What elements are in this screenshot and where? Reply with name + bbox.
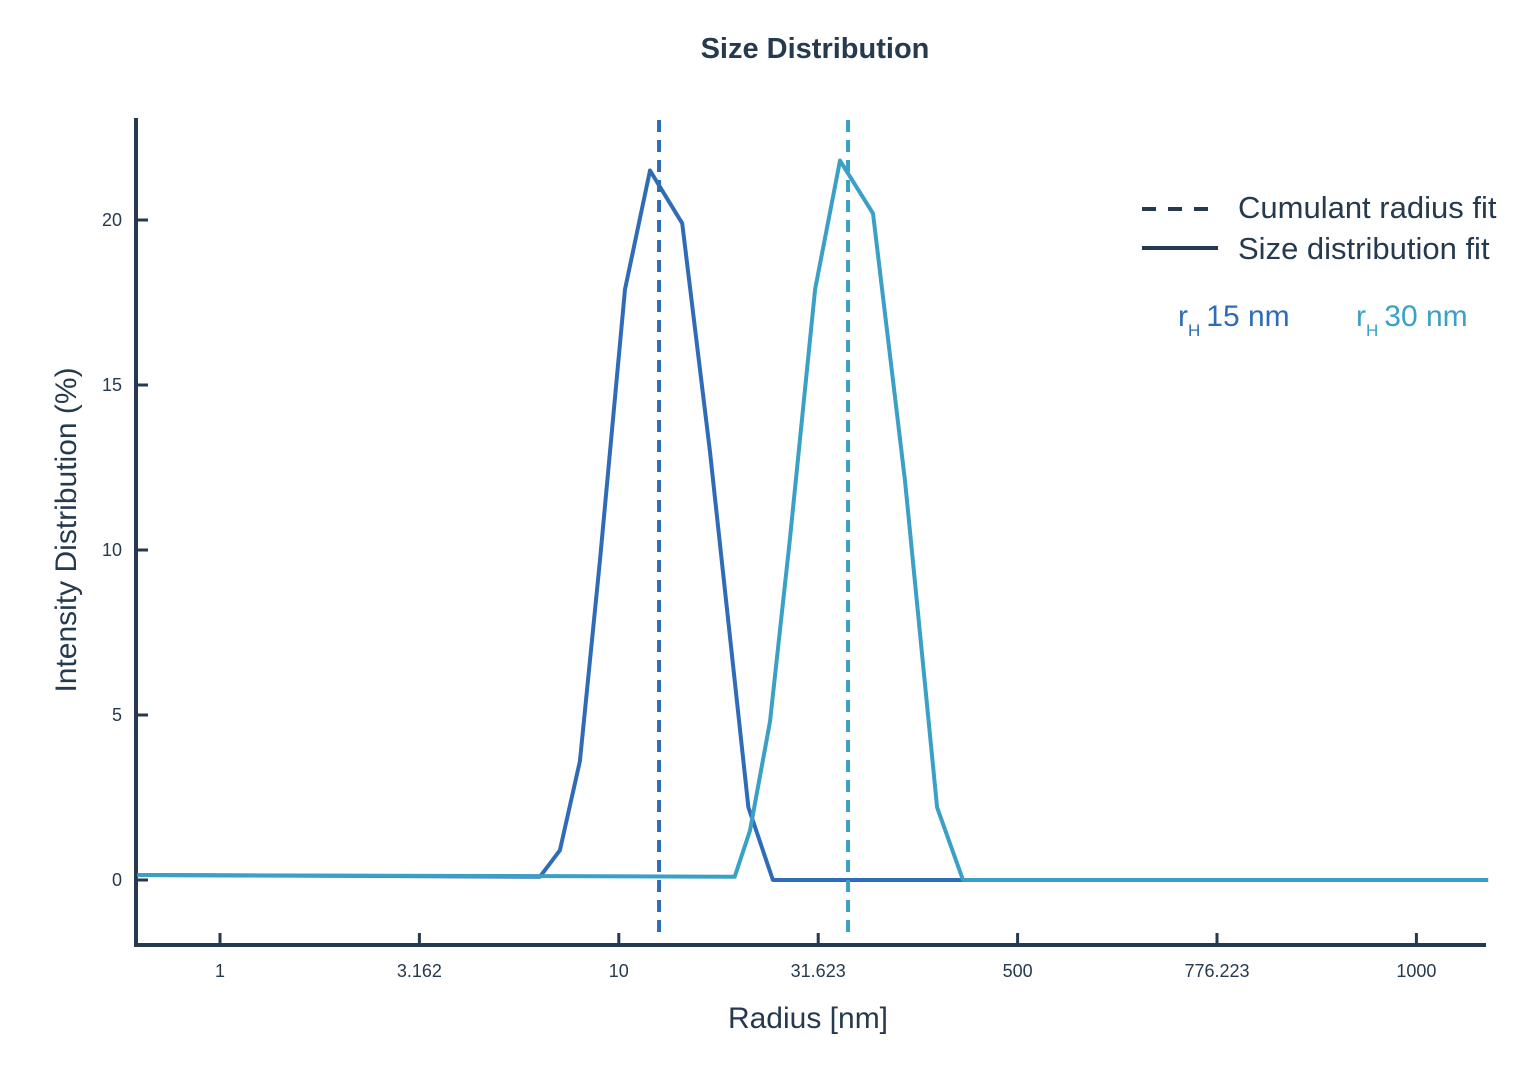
rh-prefix: r xyxy=(1178,300,1188,333)
series-label-30nm: rH 30 nm xyxy=(1356,300,1468,340)
x-tick-label: 10 xyxy=(609,961,629,981)
chart-title: Size Distribution xyxy=(701,33,930,65)
series-label-15nm: rH 15 nm xyxy=(1178,300,1290,340)
x-tick-label: 776.223 xyxy=(1184,961,1249,981)
y-tick-label: 10 xyxy=(102,540,122,560)
x-tick-label: 3.162 xyxy=(397,961,442,981)
x-tick-label: 500 xyxy=(1003,961,1033,981)
plot-area: 0 5 10 15 20 1 3.162 10 31.623 500 776.223 1000 xyxy=(102,118,1489,981)
size-distribution-curve-0 xyxy=(137,168,1489,882)
size-distribution-curve-1 xyxy=(137,158,1489,882)
rh-sub: H xyxy=(1188,321,1200,340)
rh-prefix: r xyxy=(1356,300,1366,333)
y-tick-label: 0 xyxy=(112,870,122,890)
legend-label-cumulant: Cumulant radius fit xyxy=(1238,190,1497,225)
y-tick-label: 15 xyxy=(102,375,122,395)
y-tick-label: 5 xyxy=(112,705,122,725)
rh-value: 15 nm xyxy=(1206,300,1289,333)
y-tick-label: 20 xyxy=(102,210,122,230)
y-axis-label: Intensity Distribution (%) xyxy=(50,367,83,692)
rh-sub: H xyxy=(1366,321,1378,340)
rh-value: 30 nm xyxy=(1384,300,1467,333)
x-axis-label: Radius [nm] xyxy=(728,1002,888,1035)
legend: Cumulant radius fit Size distribution fi… xyxy=(1142,190,1497,340)
x-tick-label: 31.623 xyxy=(791,961,846,981)
x-tick-label: 1 xyxy=(215,961,225,981)
legend-label-size-dist: Size distribution fit xyxy=(1238,231,1490,266)
x-tick-label: 1000 xyxy=(1396,961,1436,981)
